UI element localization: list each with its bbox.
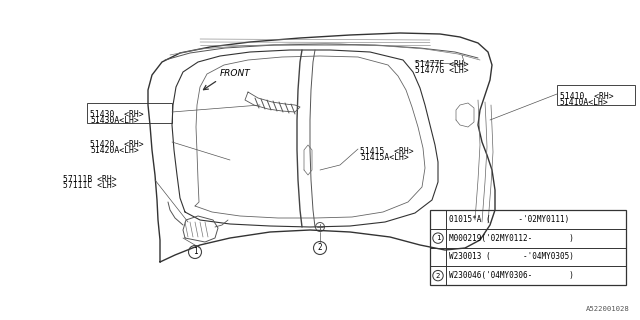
Text: 51415A<LH>: 51415A<LH> bbox=[360, 153, 409, 162]
Text: 2: 2 bbox=[436, 273, 440, 279]
Text: 51420  <RH>: 51420 <RH> bbox=[90, 140, 143, 148]
Text: 01015*A (      -'02MY0111): 01015*A ( -'02MY0111) bbox=[449, 215, 569, 224]
Text: A522001028: A522001028 bbox=[586, 306, 630, 312]
Text: 57111C <LH>: 57111C <LH> bbox=[63, 180, 116, 189]
Text: W230013 (       -'04MY0305): W230013 ( -'04MY0305) bbox=[449, 252, 574, 261]
Bar bbox=[87, 103, 172, 123]
Bar bbox=[430, 210, 626, 285]
Text: FRONT: FRONT bbox=[220, 69, 251, 78]
Text: 51430A<LH>: 51430A<LH> bbox=[90, 116, 139, 124]
Text: 51410A<LH>: 51410A<LH> bbox=[560, 98, 609, 107]
Text: W230046('04MY0306-        ): W230046('04MY0306- ) bbox=[449, 271, 574, 280]
Text: 51477F <RH>: 51477F <RH> bbox=[415, 60, 468, 68]
Text: 51415  <RH>: 51415 <RH> bbox=[360, 147, 413, 156]
Text: 57111B <RH>: 57111B <RH> bbox=[63, 174, 116, 183]
Bar bbox=[557, 85, 635, 105]
Text: 51477G <LH>: 51477G <LH> bbox=[415, 66, 468, 75]
Text: 51420A<LH>: 51420A<LH> bbox=[90, 146, 139, 155]
Text: 1: 1 bbox=[436, 235, 440, 241]
Text: 1: 1 bbox=[193, 247, 197, 257]
Text: 2: 2 bbox=[317, 244, 323, 252]
Text: 51410  <RH>: 51410 <RH> bbox=[560, 92, 614, 100]
Text: 51430  <RH>: 51430 <RH> bbox=[90, 109, 143, 118]
Text: M000219('02MY0112-        ): M000219('02MY0112- ) bbox=[449, 234, 574, 243]
